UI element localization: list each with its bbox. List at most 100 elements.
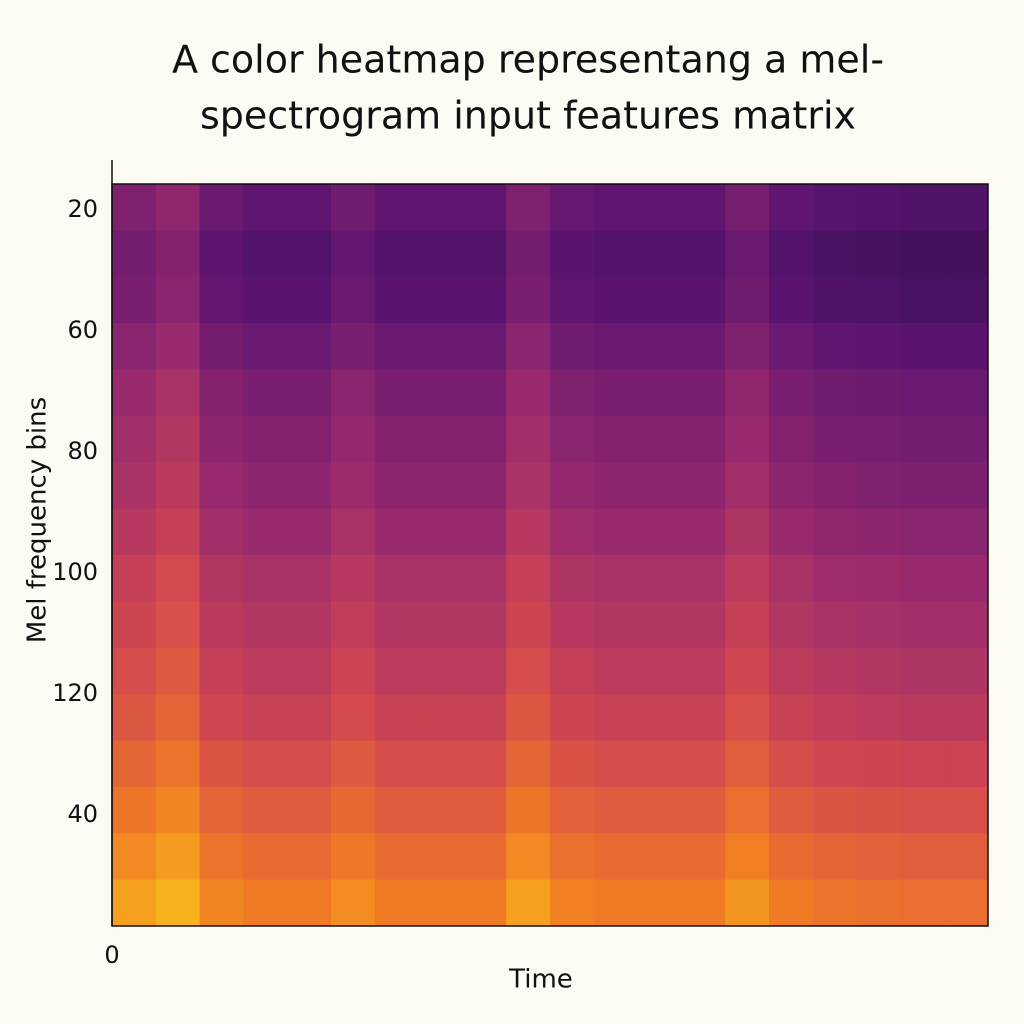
heatmap-cell	[681, 833, 726, 881]
heatmap-cell	[418, 647, 463, 695]
heatmap-cell	[637, 740, 682, 788]
heatmap-cell	[856, 230, 901, 278]
heatmap-cell	[769, 508, 814, 556]
heatmap-cell	[287, 833, 332, 881]
heatmap-cell	[374, 276, 420, 324]
heatmap-cell	[287, 184, 332, 231]
heatmap-cell	[462, 462, 507, 510]
heatmap-cell	[112, 276, 157, 324]
heatmap-cell	[331, 647, 376, 695]
heatmap-cell	[287, 415, 332, 463]
heatmap-cell	[900, 833, 945, 881]
heatmap-cell	[769, 555, 814, 602]
heatmap-cell	[331, 369, 376, 417]
heatmap-cell	[506, 462, 551, 510]
heatmap-cell	[550, 462, 595, 510]
heatmap-cell	[112, 879, 157, 927]
heatmap-cell	[900, 601, 945, 649]
heatmap-cell	[199, 601, 244, 649]
heatmap-cell	[550, 323, 595, 370]
x-tick-label: 0	[104, 941, 119, 969]
heatmap-cell	[243, 323, 288, 370]
heatmap	[112, 184, 989, 927]
heatmap-cell	[374, 369, 420, 417]
heatmap-cell	[725, 369, 770, 417]
heatmap-cell	[550, 601, 595, 649]
heatmap-cell	[374, 555, 420, 602]
heatmap-cell	[462, 879, 507, 927]
heatmap-cell	[812, 833, 858, 881]
heatmap-cell	[418, 879, 463, 927]
heatmap-cell	[944, 879, 989, 927]
heatmap-cell	[199, 276, 244, 324]
heatmap-cell	[900, 740, 945, 788]
heatmap-cell	[681, 184, 726, 231]
heatmap-cell	[900, 184, 945, 231]
heatmap-cell	[681, 740, 726, 788]
y-tick-label: 20	[67, 195, 98, 223]
heatmap-cell	[856, 601, 901, 649]
heatmap-cell	[681, 555, 726, 602]
heatmap-cell	[287, 276, 332, 324]
heatmap-cell	[593, 694, 639, 741]
x-axis-label: Time	[508, 965, 573, 995]
heatmap-cell	[725, 323, 770, 370]
heatmap-cell	[418, 694, 463, 741]
heatmap-cell	[331, 833, 376, 881]
heatmap-cell	[637, 833, 682, 881]
heatmap-cell	[550, 833, 595, 881]
heatmap-cell	[155, 601, 201, 649]
heatmap-cell	[856, 415, 901, 463]
heatmap-cell	[812, 740, 858, 788]
heatmap-cell	[374, 786, 420, 834]
heatmap-cell	[681, 462, 726, 510]
heatmap-cell	[769, 323, 814, 370]
heatmap-cell	[506, 555, 551, 602]
heatmap-cell	[944, 415, 989, 463]
heatmap-cell	[944, 833, 989, 881]
heatmap-cell	[725, 184, 770, 231]
heatmap-cell	[681, 276, 726, 324]
heatmap-cell	[856, 508, 901, 556]
heatmap-cell	[812, 276, 858, 324]
heatmap-cell	[944, 555, 989, 602]
heatmap-cell	[462, 694, 507, 741]
heatmap-cell	[900, 462, 945, 510]
heatmap-cell	[593, 833, 639, 881]
heatmap-cell	[331, 694, 376, 741]
heatmap-cell	[637, 601, 682, 649]
heatmap-cell	[287, 601, 332, 649]
heatmap-cell	[944, 740, 989, 788]
heatmap-cell	[287, 369, 332, 417]
heatmap-cell	[374, 601, 420, 649]
heatmap-cell	[550, 879, 595, 927]
heatmap-cell	[199, 647, 244, 695]
heatmap-cell	[155, 415, 201, 463]
heatmap-cell	[769, 833, 814, 881]
heatmap-cell	[681, 647, 726, 695]
heatmap-cell	[812, 647, 858, 695]
heatmap-cell	[418, 415, 463, 463]
heatmap-cell	[199, 462, 244, 510]
heatmap-cell	[900, 647, 945, 695]
heatmap-cell	[418, 323, 463, 370]
heatmap-cell	[593, 647, 639, 695]
heatmap-cell	[112, 740, 157, 788]
heatmap-cell	[462, 323, 507, 370]
heatmap-cell	[462, 230, 507, 278]
heatmap-cell	[155, 276, 201, 324]
heatmap-cell	[112, 555, 157, 602]
y-axis-label: Mel frequency bins	[23, 397, 53, 643]
heatmap-cell	[418, 276, 463, 324]
heatmap-cell	[418, 230, 463, 278]
heatmap-cell	[681, 879, 726, 927]
heatmap-cell	[637, 694, 682, 741]
heatmap-cell	[374, 694, 420, 741]
heatmap-cell	[637, 462, 682, 510]
heatmap-cell	[769, 647, 814, 695]
heatmap-cell	[199, 415, 244, 463]
heatmap-cell	[550, 184, 595, 231]
heatmap-cell	[462, 555, 507, 602]
